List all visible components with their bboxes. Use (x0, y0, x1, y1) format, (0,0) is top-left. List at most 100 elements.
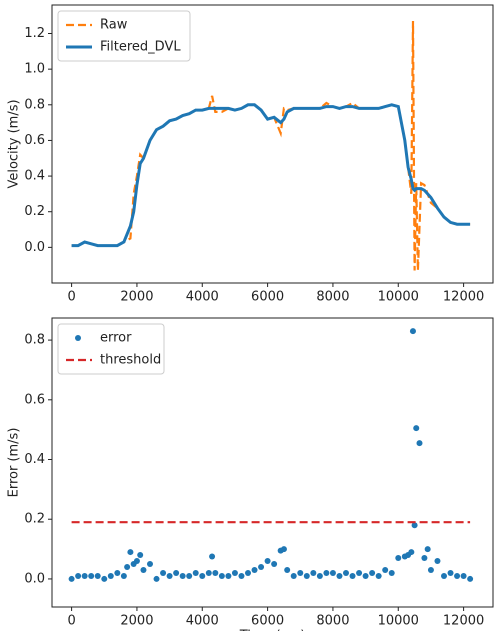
point (173, 569, 180, 576)
point (356, 569, 363, 576)
point (75, 572, 82, 579)
legend-box (57, 323, 165, 375)
x-tick-label: 2000 (120, 614, 153, 629)
point (388, 569, 395, 576)
y-tick-label: 0.0 (24, 571, 45, 586)
y-tick-label: 0.4 (24, 169, 45, 184)
point (411, 522, 418, 529)
series-line (71, 20, 471, 271)
x-tick-label: 12000 (443, 614, 484, 629)
point (284, 566, 291, 573)
point (147, 561, 153, 568)
point (101, 575, 108, 582)
point (323, 569, 330, 576)
point (153, 575, 160, 582)
y-tick-label: 0.8 (24, 97, 45, 112)
point (160, 569, 167, 576)
series-line (71, 103, 471, 248)
point (271, 561, 278, 568)
y-tick-label: 1.0 (24, 62, 45, 77)
point (107, 572, 114, 579)
y-tick-label: 0.2 (24, 204, 45, 219)
x-tick-label: 10000 (378, 614, 419, 629)
point (251, 566, 258, 573)
point (264, 558, 271, 565)
x-tick-label: 0 (67, 614, 75, 629)
point (238, 572, 245, 579)
x-tick-label: 12000 (443, 290, 484, 305)
plot-area (71, 20, 471, 271)
x-tick-label: 4000 (186, 290, 219, 305)
point (137, 552, 144, 559)
x-tick-label: 10000 (378, 290, 419, 305)
legend: Raw Filtered_DVL (57, 10, 191, 62)
point (205, 569, 212, 576)
point (413, 425, 420, 432)
y-tick-label: 0.0 (24, 240, 45, 255)
point (460, 572, 467, 579)
point (280, 546, 287, 553)
point (421, 555, 428, 562)
point (140, 566, 147, 573)
point (192, 569, 199, 576)
point (316, 572, 323, 579)
point (166, 572, 173, 579)
plot-area (68, 328, 474, 582)
x-tick-label: 8000 (316, 290, 349, 305)
point (427, 566, 434, 573)
legend-label: Filtered_DVL (100, 40, 181, 55)
point (94, 572, 101, 579)
x-axis-label: Time (ms) (239, 629, 306, 631)
point (124, 563, 131, 570)
y-tick-label: 0.6 (24, 392, 45, 407)
point (245, 569, 251, 576)
point (408, 549, 415, 556)
point (297, 569, 304, 576)
axes-frame (51, 4, 494, 284)
point (231, 569, 238, 576)
point (127, 549, 134, 556)
point (81, 572, 88, 579)
point (382, 566, 389, 573)
point (375, 572, 382, 579)
point (212, 569, 219, 576)
point (416, 440, 423, 447)
point (447, 569, 454, 576)
point (336, 572, 343, 579)
point (424, 546, 431, 553)
legend-label: threshold (100, 353, 161, 368)
y-axis-label: Velocity (m/s) (7, 99, 22, 188)
axes-frame (51, 317, 494, 608)
x-tick-label: 6000 (251, 290, 284, 305)
point (68, 575, 75, 582)
x-tick-label: 6000 (251, 614, 284, 629)
point (225, 572, 232, 579)
point (88, 572, 95, 579)
point (362, 572, 369, 579)
point (290, 572, 297, 579)
point (186, 572, 193, 579)
point (329, 569, 336, 576)
legend-marker (75, 335, 81, 341)
point (258, 563, 265, 570)
y-tick-label: 0.6 (24, 133, 45, 148)
point (133, 558, 140, 565)
y-tick-label: 1.2 (24, 26, 45, 41)
legend-label: Raw (100, 18, 128, 33)
point (467, 575, 474, 582)
point (199, 572, 206, 579)
x-tick-label: 4000 (186, 614, 219, 629)
point (120, 572, 127, 579)
point (343, 569, 349, 576)
point (454, 572, 461, 579)
legend-label: error (100, 331, 132, 346)
y-tick-label: 0.2 (24, 512, 45, 527)
point (209, 553, 216, 560)
point (409, 328, 416, 335)
x-tick-label: 8000 (316, 614, 349, 629)
point (434, 558, 441, 565)
point (369, 569, 376, 576)
point (310, 569, 317, 576)
